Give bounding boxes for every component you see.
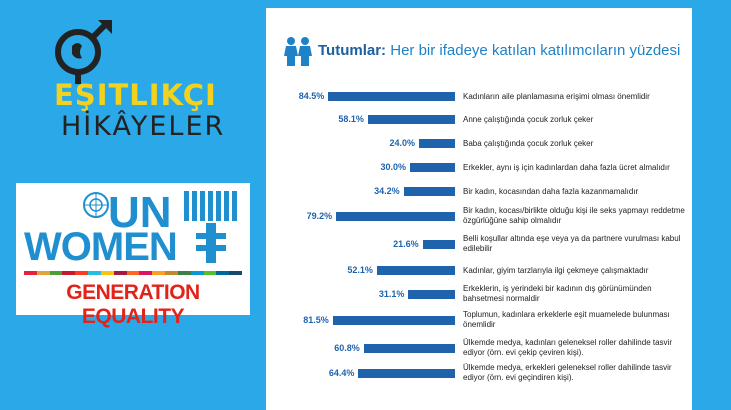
women-text: WOMEN: [24, 225, 178, 269]
category-label: Bir kadın, kocası/birlikte olduğu kişi i…: [463, 206, 685, 225]
bar: [367, 115, 455, 124]
bar: [419, 139, 455, 148]
bar: [332, 316, 455, 325]
women-symbol-icon: [184, 191, 237, 263]
category-label: Ülkemde medya, erkekleri geleneksel roll…: [463, 363, 672, 382]
data-label: 79.2%: [306, 211, 333, 221]
un-women-logo: UN WOMEN GENERATION EQUALITY: [16, 183, 250, 328]
chart-title: Tutumlar:: [318, 42, 387, 59]
bar: [422, 240, 455, 249]
chart-heading: Tutumlar: Her bir ifadeye katılan katılı…: [318, 42, 680, 59]
sdg-color-strip: [24, 271, 243, 275]
category-label: Ülkemde medya, kadınları geleneksel roll…: [463, 338, 672, 357]
bar: [328, 92, 455, 101]
category-label: Erkekler, aynı iş için kadınlardan daha …: [463, 163, 670, 172]
data-label: 84.5%: [298, 91, 325, 101]
category-label: Bir kadın, kocasından daha fazla kazanma…: [463, 187, 639, 196]
data-label: 52.1%: [347, 265, 373, 275]
bar: [410, 163, 455, 172]
data-label: 34.2%: [374, 186, 400, 196]
category-label: Kadınların aile planlamasına erişimi olm…: [463, 92, 650, 101]
category-label: Belli koşullar altında eşe veya ya da pa…: [463, 234, 681, 253]
category-label: Anne çalıştığında çocuk zorluk çeker: [463, 115, 594, 124]
data-label: 31.1%: [378, 289, 405, 299]
bar: [376, 266, 455, 275]
brand-title: EŞITLIKÇI: [54, 78, 217, 112]
category-label: Erkeklerin, iş yerindeki bir kadının dış…: [463, 284, 652, 303]
gender-symbol-logo: [55, 20, 112, 84]
data-label: 24.0%: [389, 138, 415, 148]
bar: [358, 369, 455, 378]
chart-panel: [266, 8, 692, 410]
bar: [408, 290, 455, 299]
brand-subtitle: HİKÂYELER: [61, 111, 226, 142]
data-label: 58.1%: [338, 114, 364, 124]
data-label: 21.6%: [393, 239, 419, 249]
un-emblem-icon: [83, 192, 109, 218]
chart-subtitle: Her bir ifadeye katılan katılımcıların y…: [390, 42, 681, 59]
data-label: 81.5%: [303, 315, 329, 325]
data-label: 60.8%: [334, 343, 360, 353]
bar: [336, 212, 455, 221]
people-icon: [284, 37, 312, 66]
data-label: 64.4%: [328, 368, 355, 378]
bar: [403, 187, 455, 196]
category-label: Toplumun, kadınlara erkeklerle eşit muam…: [463, 310, 670, 329]
category-label: Kadınlar, giyim tarzlarıyla ilgi çekmeye…: [463, 266, 649, 275]
generation-equality-text: GENERATION EQUALITY: [66, 281, 200, 328]
un-text: UN: [108, 188, 172, 237]
bar: [363, 344, 455, 353]
data-label: 30.0%: [380, 162, 406, 172]
category-label: Baba çalıştığında çocuk zorluk çeker: [463, 139, 594, 148]
